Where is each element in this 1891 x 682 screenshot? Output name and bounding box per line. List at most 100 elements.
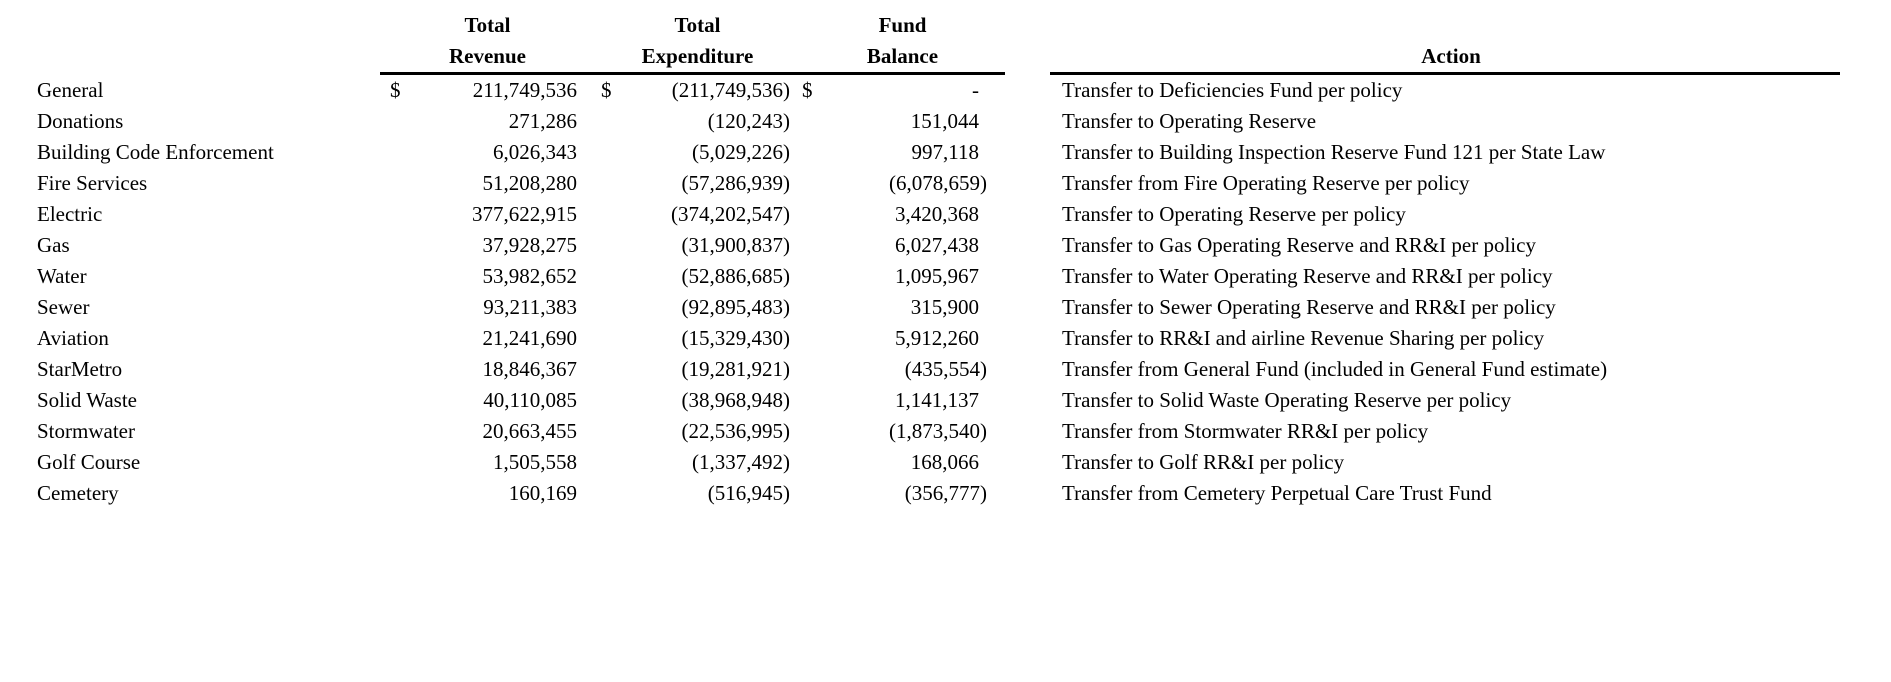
fund-balance-cell: 6,027,438 [800,233,1005,258]
fund-balance-cell: 168,066 [800,450,1005,475]
expenditure-value: (19,281,921) [681,357,791,381]
revenue-value: 21,241,690 [482,326,578,350]
balance-value: 168,066 [910,450,979,474]
fund-balance-cell: 997,118 [800,140,1005,165]
fund-name-cell: Donations [37,109,124,133]
total-expenditure-cell: (120,243) [595,109,800,134]
expenditure-value: (57,286,939) [681,171,791,195]
expenditure-value: (5,029,226) [692,140,790,164]
expenditure-value: (38,968,948) [681,388,791,412]
revenue-value: 20,663,455 [482,419,578,443]
currency-symbol: $ [390,78,401,102]
rule-spacer [0,72,380,75]
balance-value: 3,420,368 [895,202,979,226]
total-revenue-cell: 40,110,085 [380,388,595,413]
action-cell: Transfer to Building Inspection Reserve … [1062,140,1606,164]
table-row: Water 53,982,652 (52,886,685) 1,095,967 … [0,261,1891,292]
currency-symbol: $ [802,78,813,102]
total-revenue-cell: 93,211,383 [380,295,595,320]
table-row: Donations 271,286 (120,243) 151,044 Tran… [0,106,1891,137]
fund-balance-header-line2: Balance [866,44,939,68]
revenue-value: 1,505,558 [493,450,577,474]
currency-symbol: $ [601,78,612,102]
balance-value: 6,027,438 [895,233,979,257]
table-row: Building Code Enforcement 6,026,343 (5,0… [0,137,1891,168]
expenditure-value: (211,749,536) [671,78,790,102]
fund-name-cell: Gas [37,233,70,257]
fund-balance-cell: 315,900 [800,295,1005,320]
action-cell: Transfer to Gas Operating Reserve and RR… [1062,233,1536,257]
fund-name-cell: General [37,78,104,102]
action-cell: Transfer from Cemetery Perpetual Care Tr… [1062,481,1492,505]
action-cell: Transfer to Water Operating Reserve and … [1062,264,1553,288]
action-column-rule [1050,72,1840,75]
total-revenue-cell: 53,982,652 [380,264,595,289]
action-cell: Transfer to Operating Reserve [1062,109,1317,133]
fund-name-cell: Cemetery [37,481,119,505]
fund-balance-cell: 3,420,368 [800,202,1005,227]
expenditure-value: (516,945) [707,481,790,505]
fund-balance-cell: 151,044 [800,109,1005,134]
action-cell: Transfer to Operating Reserve per policy [1062,202,1406,226]
total-revenue-cell: 377,622,915 [380,202,595,227]
balance-value: (435,554) [904,357,987,381]
numeric-columns-rule [380,72,1005,75]
table-row: Sewer 93,211,383 (92,895,483) 315,900 Tr… [0,292,1891,323]
total-expenditure-cell: $ (211,749,536) [595,78,800,103]
revenue-value: 93,211,383 [483,295,577,319]
revenue-value: 40,110,085 [483,388,577,412]
expenditure-value: (52,886,685) [681,264,791,288]
total-revenue-cell: 21,241,690 [380,326,595,351]
total-expenditure-cell: (31,900,837) [595,233,800,258]
expenditure-value: (15,329,430) [681,326,791,350]
revenue-value: 160,169 [508,481,577,505]
expenditure-value: (22,536,995) [681,419,791,443]
table-header-line2: Revenue Expenditure Balance Action [0,41,1891,72]
fund-balance-cell: (356,777) [800,481,1005,506]
total-revenue-header-line1: Total [464,13,511,37]
expenditure-value: (120,243) [707,109,790,133]
total-revenue-cell: 160,169 [380,481,595,506]
total-revenue-cell: 6,026,343 [380,140,595,165]
action-cell: Transfer to RR&I and airline Revenue Sha… [1062,326,1545,350]
balance-value: 315,900 [910,295,979,319]
fund-name-cell: Sewer [37,295,90,319]
balance-value: 1,095,967 [895,264,979,288]
table-row: Solid Waste 40,110,085 (38,968,948) 1,14… [0,385,1891,416]
revenue-value: 377,622,915 [472,202,577,226]
revenue-value: 6,026,343 [493,140,577,164]
total-expenditure-cell: (15,329,430) [595,326,800,351]
fund-balance-cell: 1,095,967 [800,264,1005,289]
fund-balance-cell: 1,141,137 [800,388,1005,413]
action-cell: Transfer to Golf RR&I per policy [1062,450,1345,474]
total-revenue-cell: 18,846,367 [380,357,595,382]
table-row: General $ 211,749,536 $ (211,749,536) $ … [0,75,1891,106]
total-expenditure-cell: (516,945) [595,481,800,506]
balance-value: (1,873,540) [889,419,987,443]
revenue-value: 37,928,275 [482,233,578,257]
revenue-value: 271,286 [508,109,577,133]
total-revenue-cell: 37,928,275 [380,233,595,258]
revenue-value: 53,982,652 [482,264,578,288]
fund-balance-cell: (1,873,540) [800,419,1005,444]
total-revenue-cell: $ 211,749,536 [380,78,595,103]
table-row: Electric 377,622,915 (374,202,547) 3,420… [0,199,1891,230]
balance-value: (356,777) [904,481,987,505]
total-expenditure-cell: (22,536,995) [595,419,800,444]
table-row: Stormwater 20,663,455 (22,536,995) (1,87… [0,416,1891,447]
expenditure-value: (92,895,483) [681,295,791,319]
balance-value: 151,044 [910,109,979,133]
fund-name-cell: Golf Course [37,450,141,474]
action-cell: Transfer to Solid Waste Operating Reserv… [1062,388,1512,412]
table-header-line1: Total Total Fund [0,10,1891,41]
action-header: Action [1421,44,1481,68]
table-row: StarMetro 18,846,367 (19,281,921) (435,5… [0,354,1891,385]
action-cell: Transfer from Stormwater RR&I per policy [1062,419,1429,443]
action-cell: Transfer from Fire Operating Reserve per… [1062,171,1470,195]
header-rules [0,72,1891,75]
expenditure-value: (31,900,837) [681,233,791,257]
balance-value: 997,118 [911,140,979,164]
action-cell: Transfer to Deficiencies Fund per policy [1062,78,1403,102]
revenue-value: 18,846,367 [482,357,578,381]
